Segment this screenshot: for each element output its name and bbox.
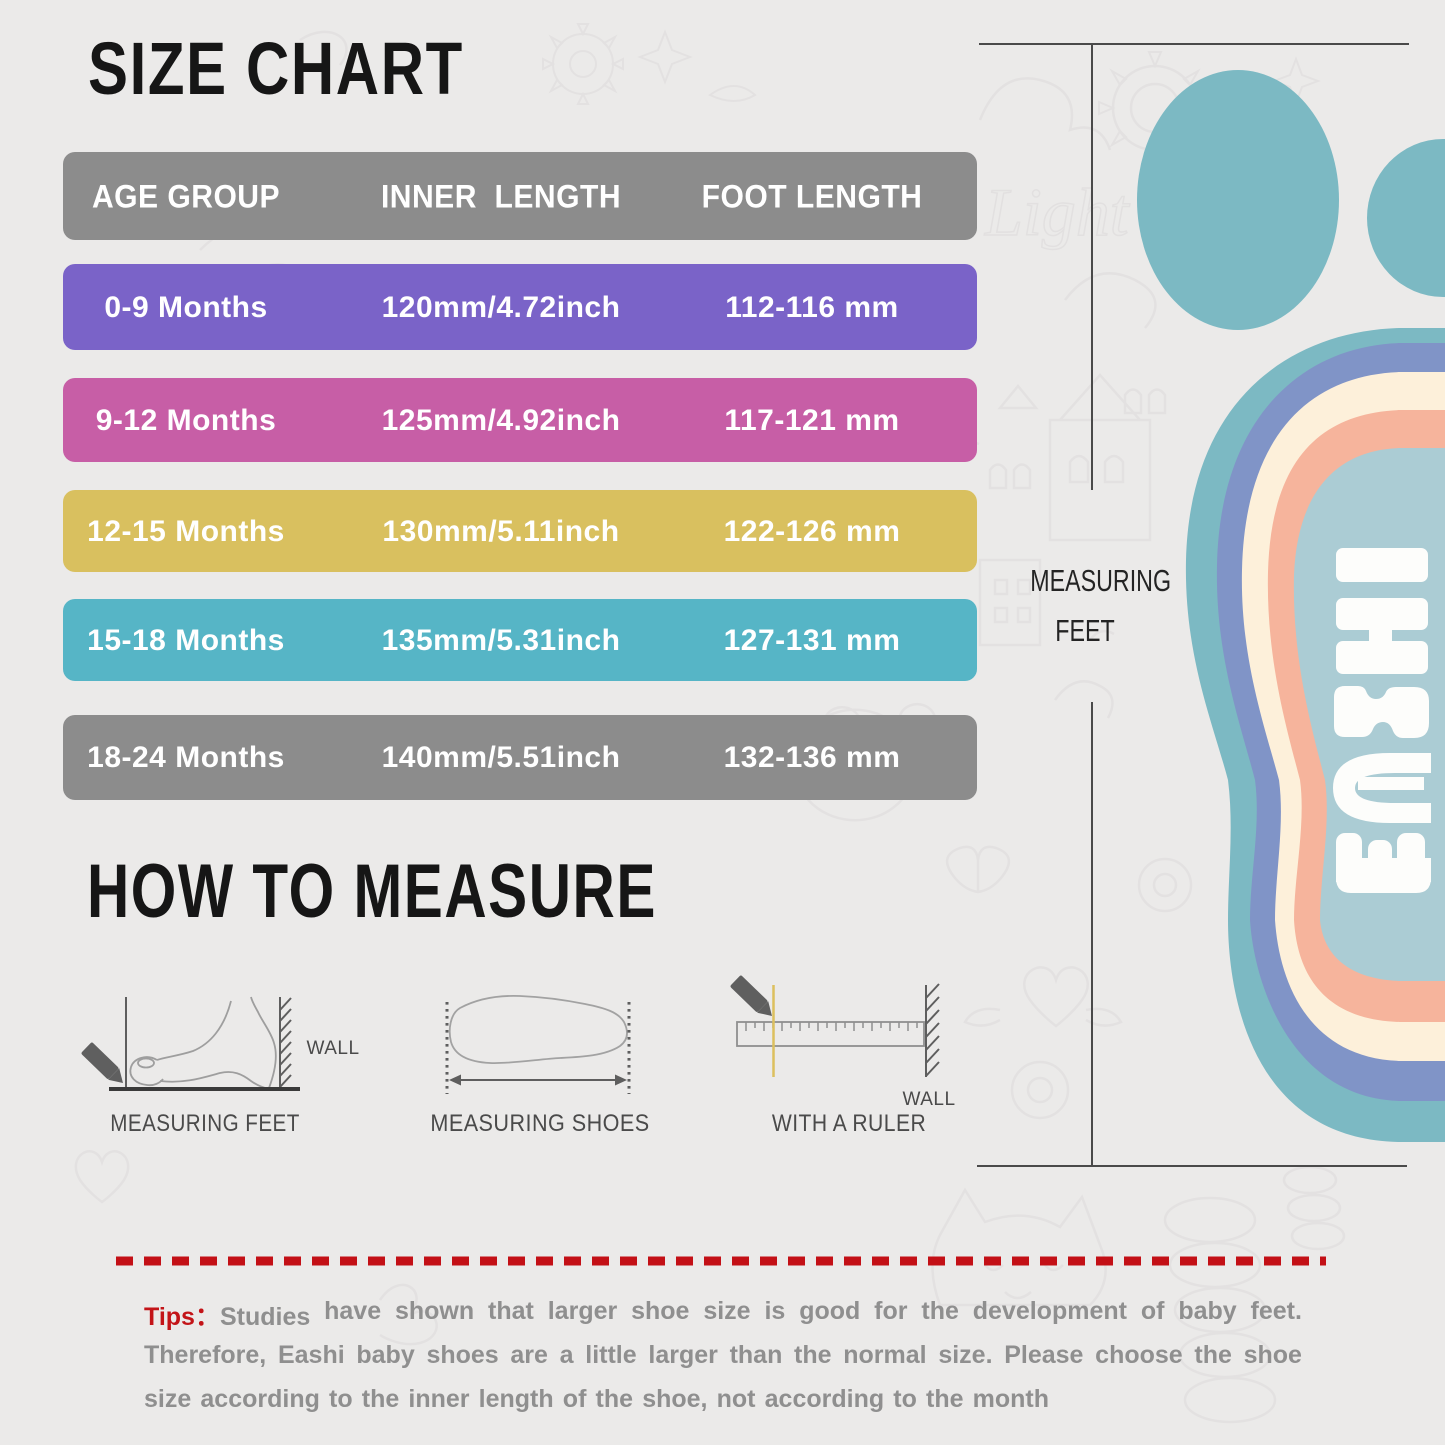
svg-text:Light: Light <box>984 174 1131 250</box>
